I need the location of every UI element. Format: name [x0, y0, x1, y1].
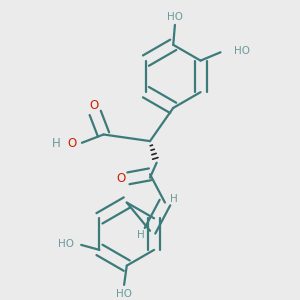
Text: HO: HO: [58, 239, 74, 249]
Text: HO: HO: [234, 46, 250, 56]
Text: HO: HO: [167, 12, 183, 22]
Text: O: O: [67, 137, 76, 150]
Text: O: O: [116, 172, 126, 185]
Text: H: H: [137, 230, 145, 240]
Text: O: O: [89, 99, 98, 112]
Text: HO: HO: [116, 289, 132, 299]
Text: H: H: [170, 194, 178, 204]
Text: H: H: [52, 137, 60, 150]
